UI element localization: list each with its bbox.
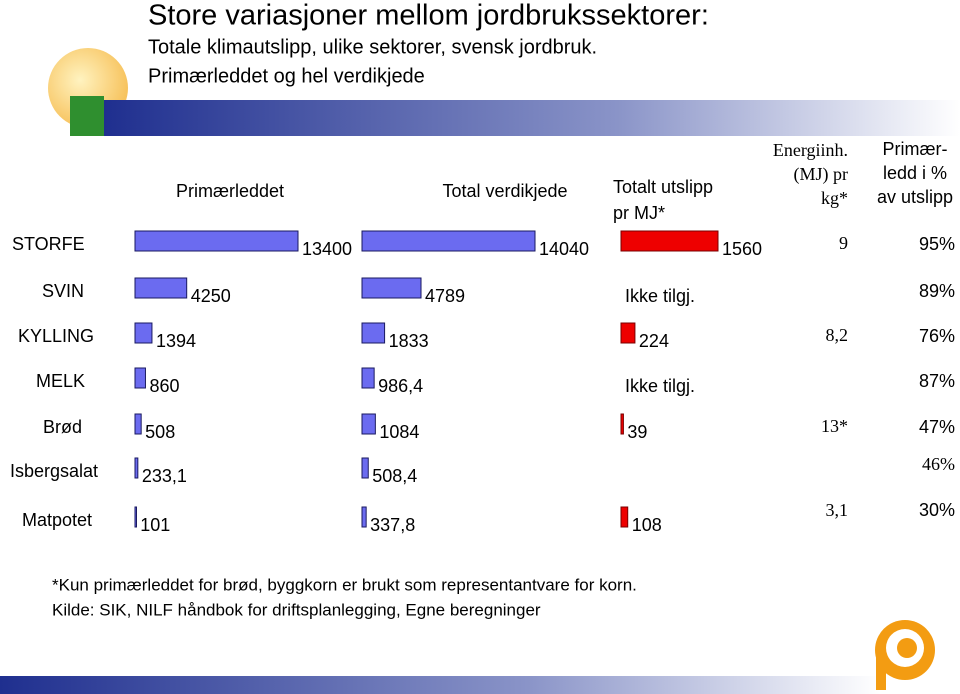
value-label: 337,8 — [370, 515, 415, 535]
bar — [361, 506, 367, 528]
bar — [134, 506, 137, 528]
energy-value: 13* — [821, 416, 848, 436]
value-label: Ikke tilgj. — [625, 376, 695, 396]
bar — [620, 322, 636, 344]
header-band — [104, 100, 960, 136]
row-label: Brød — [43, 417, 82, 437]
bar — [361, 277, 422, 299]
row-label: MELK — [36, 371, 85, 391]
column-header: pr MJ* — [613, 203, 665, 223]
subtitle: Totale klimautslipp, ulike sektorer, sve… — [148, 36, 597, 58]
energy-value: 9 — [839, 233, 848, 253]
bar — [134, 322, 153, 344]
column-header: Energiinh. — [773, 140, 848, 160]
column-header: Totalt utslipp — [613, 177, 713, 197]
bar — [134, 277, 188, 299]
share-value: 46% — [922, 454, 955, 474]
bar — [620, 230, 719, 252]
subtitle: Primærleddet og hel verdikjede — [148, 65, 425, 87]
bar — [134, 367, 146, 389]
energy-value: 8,2 — [826, 325, 849, 345]
value-label: 508,4 — [372, 466, 417, 486]
row-label: STORFE — [12, 234, 85, 254]
bar — [361, 367, 375, 389]
column-header: ledd i % — [883, 163, 947, 183]
value-label: 13400 — [302, 239, 352, 259]
bar — [134, 413, 142, 435]
row-label: Isbergsalat — [10, 461, 98, 481]
column-header: av utslipp — [877, 187, 953, 207]
value-label: Ikke tilgj. — [625, 286, 695, 306]
value-label: 4789 — [425, 286, 465, 306]
column-header: Primærleddet — [176, 181, 284, 201]
value-label: 39 — [627, 422, 647, 442]
value-label: 986,4 — [378, 376, 423, 396]
share-value: 30% — [919, 500, 955, 520]
value-label: 1084 — [379, 422, 419, 442]
value-label: 4250 — [191, 286, 231, 306]
column-header: (MJ) pr — [794, 164, 849, 185]
column-header: kg* — [821, 188, 848, 208]
share-value: 87% — [919, 371, 955, 391]
share-value: 47% — [919, 417, 955, 437]
logo-square — [70, 96, 104, 136]
bar — [361, 457, 369, 479]
share-value: 95% — [919, 234, 955, 254]
share-value: 76% — [919, 326, 955, 346]
bar — [361, 230, 536, 252]
title: Store variasjoner mellom jordbrukssektor… — [148, 0, 709, 32]
row-label: Matpotet — [22, 510, 92, 530]
energy-value: 3,1 — [826, 500, 849, 520]
bar — [361, 322, 386, 344]
value-label: 14040 — [539, 239, 589, 259]
footer-band — [0, 676, 880, 694]
value-label: 1560 — [722, 239, 762, 259]
row-label: SVIN — [42, 281, 84, 301]
value-label: 224 — [639, 331, 669, 351]
bar — [134, 230, 299, 252]
value-label: 1394 — [156, 331, 196, 351]
value-label: 233,1 — [142, 466, 187, 486]
bar — [134, 457, 139, 479]
column-header: Total verdikjede — [442, 181, 567, 201]
column-header: Primær- — [883, 139, 948, 159]
value-label: 101 — [140, 515, 170, 535]
share-value: 89% — [919, 281, 955, 301]
value-label: 108 — [632, 515, 662, 535]
bar — [620, 413, 624, 435]
bar — [361, 413, 376, 435]
bar — [620, 506, 629, 528]
footer-logo — [875, 620, 935, 690]
value-label: 508 — [145, 422, 175, 442]
footnote: *Kun primærleddet for brød, byggkorn er … — [52, 575, 637, 594]
footnote: Kilde: SIK, NILF håndbok for driftsplanl… — [52, 600, 541, 619]
value-label: 1833 — [389, 331, 429, 351]
value-label: 860 — [149, 376, 179, 396]
row-label: KYLLING — [18, 326, 94, 346]
